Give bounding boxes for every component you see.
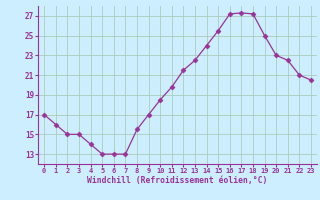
X-axis label: Windchill (Refroidissement éolien,°C): Windchill (Refroidissement éolien,°C) xyxy=(87,176,268,185)
